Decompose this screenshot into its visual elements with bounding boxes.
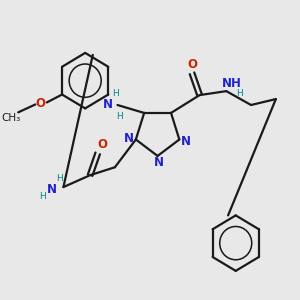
Text: O: O [187,58,197,71]
Text: O: O [35,97,45,110]
Text: N: N [124,132,134,145]
Text: H: H [116,112,123,122]
Text: H: H [236,88,243,98]
Text: H: H [112,88,119,98]
Text: CH₃: CH₃ [1,113,20,123]
Text: N: N [181,135,191,148]
Text: O: O [98,138,107,151]
Text: H: H [56,174,63,183]
Text: N: N [154,156,164,170]
Text: NH: NH [222,77,242,90]
Text: H: H [39,193,46,202]
Text: N: N [47,183,57,196]
Text: N: N [103,98,113,110]
